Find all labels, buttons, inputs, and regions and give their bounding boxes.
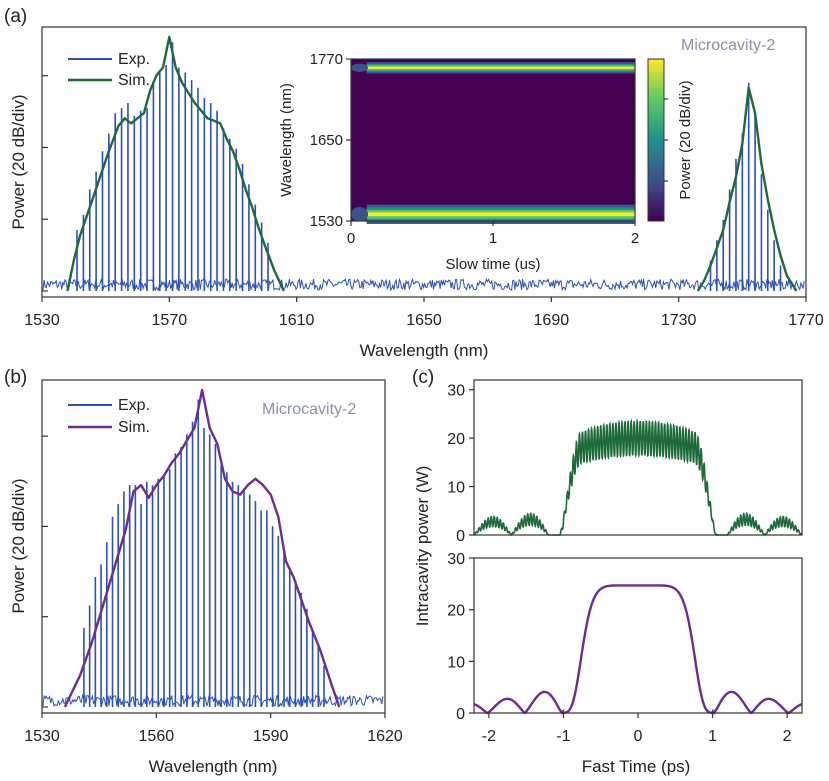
y-tick-label: 20 — [447, 603, 465, 620]
pulse-trace — [473, 584, 803, 715]
heatmap-band — [366, 212, 635, 217]
pulse-trace — [473, 418, 803, 537]
panel-c-top-plot — [473, 418, 803, 537]
inset-x-tick-label: 0 — [347, 230, 355, 247]
y-tick-label: 10 — [447, 654, 465, 671]
panel-c-ylabel: Intracavity power (W) — [413, 466, 432, 627]
heatmap-transient — [351, 206, 369, 222]
panel-c-xlabel: Fast Time (ps) — [582, 757, 691, 776]
heatmap-background — [351, 59, 635, 221]
y-tick-label: 20 — [447, 431, 465, 448]
x-tick-label: 1770 — [788, 312, 824, 329]
panel-label-a: (a) — [4, 6, 27, 27]
panel-a-ylabel: Power (20 dB/div) — [9, 94, 28, 229]
y-tick-label: 30 — [447, 551, 465, 568]
panel-b-plot — [42, 388, 384, 708]
x-tick-label: 1570 — [152, 312, 188, 329]
panel-c-bottom-plot — [473, 584, 803, 715]
x-tick-label: -1 — [556, 728, 570, 745]
panel-c-bottom-frame — [473, 557, 803, 714]
inset-y-tick-label: 1650 — [310, 132, 343, 149]
inset-x-tick-label: 1 — [489, 230, 497, 247]
panel-b-device-tag: Microcavity-2 — [262, 401, 356, 418]
x-tick-label: 1560 — [139, 728, 175, 745]
panel-b-legend: Exp. Sim. — [68, 397, 150, 436]
sim-envelope — [66, 35, 285, 292]
y-tick-label: 0 — [456, 528, 465, 545]
inset-ticks: 0 1 2 1530 1650 1770 — [310, 51, 640, 247]
x-tick-label: 1530 — [24, 312, 60, 329]
panel-a-inset: 0 1 2 1530 1650 1770 Slow time (us) Wavelengt… — [278, 48, 694, 278]
noise-floor — [42, 277, 805, 292]
heatmap-transient — [351, 63, 369, 73]
panel-label-b: (b) — [4, 367, 27, 388]
colorbar-label: Power (20 dB/div) — [677, 80, 694, 199]
legend-exp-label: Exp. — [118, 397, 150, 414]
panel-b-xlabel: Wavelength (nm) — [149, 757, 278, 776]
legend-sim-label: Sim. — [118, 72, 150, 89]
x-tick-label: 1590 — [253, 728, 289, 745]
sim-envelope — [696, 86, 798, 292]
legend-sim-label: Sim. — [118, 419, 150, 436]
panel-a-xlabel: Wavelength (nm) — [360, 341, 489, 360]
panel-a-plot — [42, 35, 805, 292]
panel-a-legend: Exp. Sim. — [68, 51, 150, 89]
x-tick-label: 1530 — [24, 728, 60, 745]
panel-b-frame — [41, 379, 386, 714]
panel-b-ylabel: Power (20 dB/div) — [9, 478, 28, 613]
panel-c: (c) 0 10 20 30 0 10 20 30 -2 -1 0 1 2 Fast Time (ps… — [412, 367, 803, 776]
panel-b: (b) 1530 1560 1590 1620 Wavelength (nm) Pow… — [4, 367, 403, 776]
panel-a-xticks: 1530 1570 1610 1650 1690 1730 1770 — [24, 297, 824, 329]
panel-b-xticks: 1530 1560 1590 1620 — [24, 713, 403, 745]
panel-c-top-ticks: 0 10 20 30 — [447, 383, 474, 545]
panel-a-yticks — [42, 75, 48, 292]
y-tick-label: 30 — [447, 383, 465, 400]
panel-a: (a) 1530 1570 1610 1650 1690 1730 1770 Wavelen… — [4, 6, 824, 360]
x-tick-label: -2 — [482, 728, 496, 745]
x-tick-label: 2 — [783, 728, 792, 745]
inset-heatmap — [351, 59, 635, 224]
inset-y-tick-label: 1770 — [310, 51, 343, 68]
noise-floor — [42, 693, 384, 708]
inset-ylabel: Wavelength (nm) — [278, 83, 295, 197]
panel-a-device-tag: Microcavity-2 — [681, 37, 775, 54]
y-tick-label: 10 — [447, 480, 465, 497]
panel-c-top-frame — [473, 379, 803, 536]
x-tick-label: 1 — [708, 728, 717, 745]
sim-envelope — [63, 388, 341, 708]
x-tick-label: 1610 — [279, 312, 315, 329]
y-tick-label: 0 — [456, 706, 465, 723]
x-tick-label: 0 — [634, 728, 643, 745]
panel-c-bottom-ticks: 0 10 20 30 -2 -1 0 1 2 — [447, 551, 791, 745]
x-tick-label: 1650 — [406, 312, 442, 329]
legend-exp-label: Exp. — [118, 51, 150, 68]
x-tick-label: 1690 — [534, 312, 570, 329]
inset-xlabel: Slow time (us) — [445, 256, 540, 273]
inset-x-tick-label: 2 — [631, 230, 639, 247]
inset-y-tick-label: 1530 — [310, 213, 343, 230]
x-tick-label: 1620 — [367, 728, 403, 745]
panel-label-c: (c) — [412, 367, 434, 388]
inset-colorbar — [647, 58, 665, 222]
heatmap-band — [366, 66, 635, 69]
panel-b-yticks — [42, 435, 48, 708]
x-tick-label: 1730 — [661, 312, 697, 329]
